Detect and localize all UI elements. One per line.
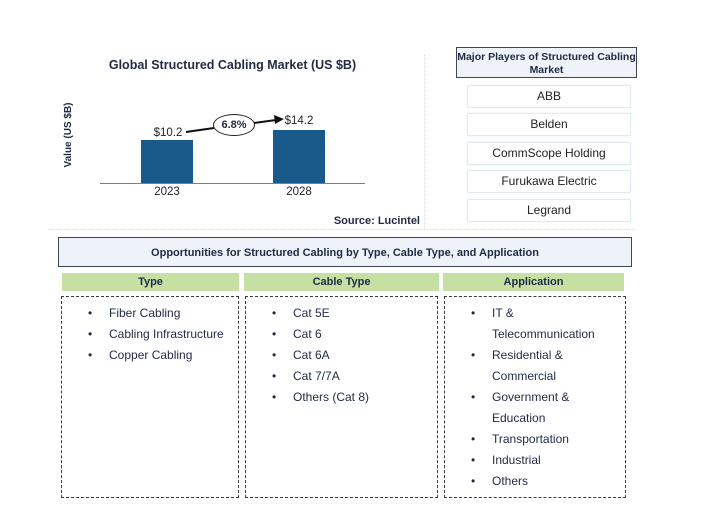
list-item: • Others (Cat 8) — [246, 387, 437, 408]
bullet-icon: • — [471, 453, 476, 467]
cagr-badge: 6.8% — [213, 114, 255, 136]
bullet-icon: • — [272, 348, 277, 362]
application-list-box: • IT & Telecommunication • Residential & C… — [444, 296, 626, 498]
source-label: Source: Lucintel — [333, 215, 420, 227]
bullet-icon: • — [471, 432, 476, 446]
vertical-divider — [424, 55, 425, 230]
column-header-application: Application — [443, 273, 624, 291]
x-axis-line — [100, 183, 365, 184]
horizontal-divider — [48, 229, 635, 230]
bar-value-2023: $10.2 — [153, 127, 183, 139]
bullet-icon: • — [88, 348, 93, 362]
cagr-arrow-icon — [185, 115, 284, 133]
bullet-icon: • — [471, 390, 476, 404]
player-furukawa: Furukawa Electric — [467, 170, 631, 193]
bullet-icon: • — [272, 369, 277, 383]
player-belden: Belden — [467, 113, 631, 136]
player-abb: ABB — [467, 85, 631, 108]
column-header-type: Type — [62, 273, 239, 291]
list-item: • Fiber Cabling — [62, 303, 238, 324]
bullet-icon: • — [471, 348, 476, 362]
bullet-icon: • — [471, 306, 476, 320]
bullet-icon: • — [272, 327, 277, 341]
column-header-cable-type: Cable Type — [244, 273, 439, 291]
chart-title: Global Structured Cabling Market (US $B) — [108, 58, 357, 72]
bar-value-2028: $14.2 — [284, 115, 314, 127]
y-axis-label: Value (US $B) — [63, 102, 74, 168]
x-tick-2028: 2028 — [286, 186, 312, 198]
list-item: • Government & Education — [445, 387, 625, 429]
bar-2028 — [273, 130, 325, 183]
cable-type-list-box: • Cat 5E • Cat 6 • Cat 6A • Cat 7/7A • Others… — [245, 296, 438, 498]
opportunities-title: Opportunities for Structured Cabling by … — [58, 237, 632, 267]
list-item: • Copper Cabling — [62, 345, 238, 366]
bullet-icon: • — [471, 474, 476, 488]
list-item: • Cat 6 — [246, 324, 437, 345]
x-tick-2023: 2023 — [154, 186, 180, 198]
list-item: • Cat 5E — [246, 303, 437, 324]
bar-2023 — [141, 140, 193, 183]
list-item: • Residential & Commercial — [445, 345, 625, 387]
list-item: • Cabling Infrastructure — [62, 324, 238, 345]
list-item: • Cat 6A — [246, 345, 437, 366]
list-item: • Others — [445, 471, 625, 492]
list-item: • IT & Telecommunication — [445, 303, 625, 345]
list-item: • Industrial — [445, 450, 625, 471]
bullet-icon: • — [88, 306, 93, 320]
bullet-icon: • — [272, 390, 277, 404]
list-item: • Cat 7/7A — [246, 366, 437, 387]
player-legrand: Legrand — [467, 199, 631, 222]
bullet-icon: • — [88, 327, 93, 341]
player-commscope: CommScope Holding — [467, 142, 631, 165]
bullet-icon: • — [272, 306, 277, 320]
list-item: • Transportation — [445, 429, 625, 450]
players-title: Major Players of Structured Cabling Mark… — [456, 47, 637, 78]
type-list-box: • Fiber Cabling • Cabling Infrastructure •… — [61, 296, 239, 498]
